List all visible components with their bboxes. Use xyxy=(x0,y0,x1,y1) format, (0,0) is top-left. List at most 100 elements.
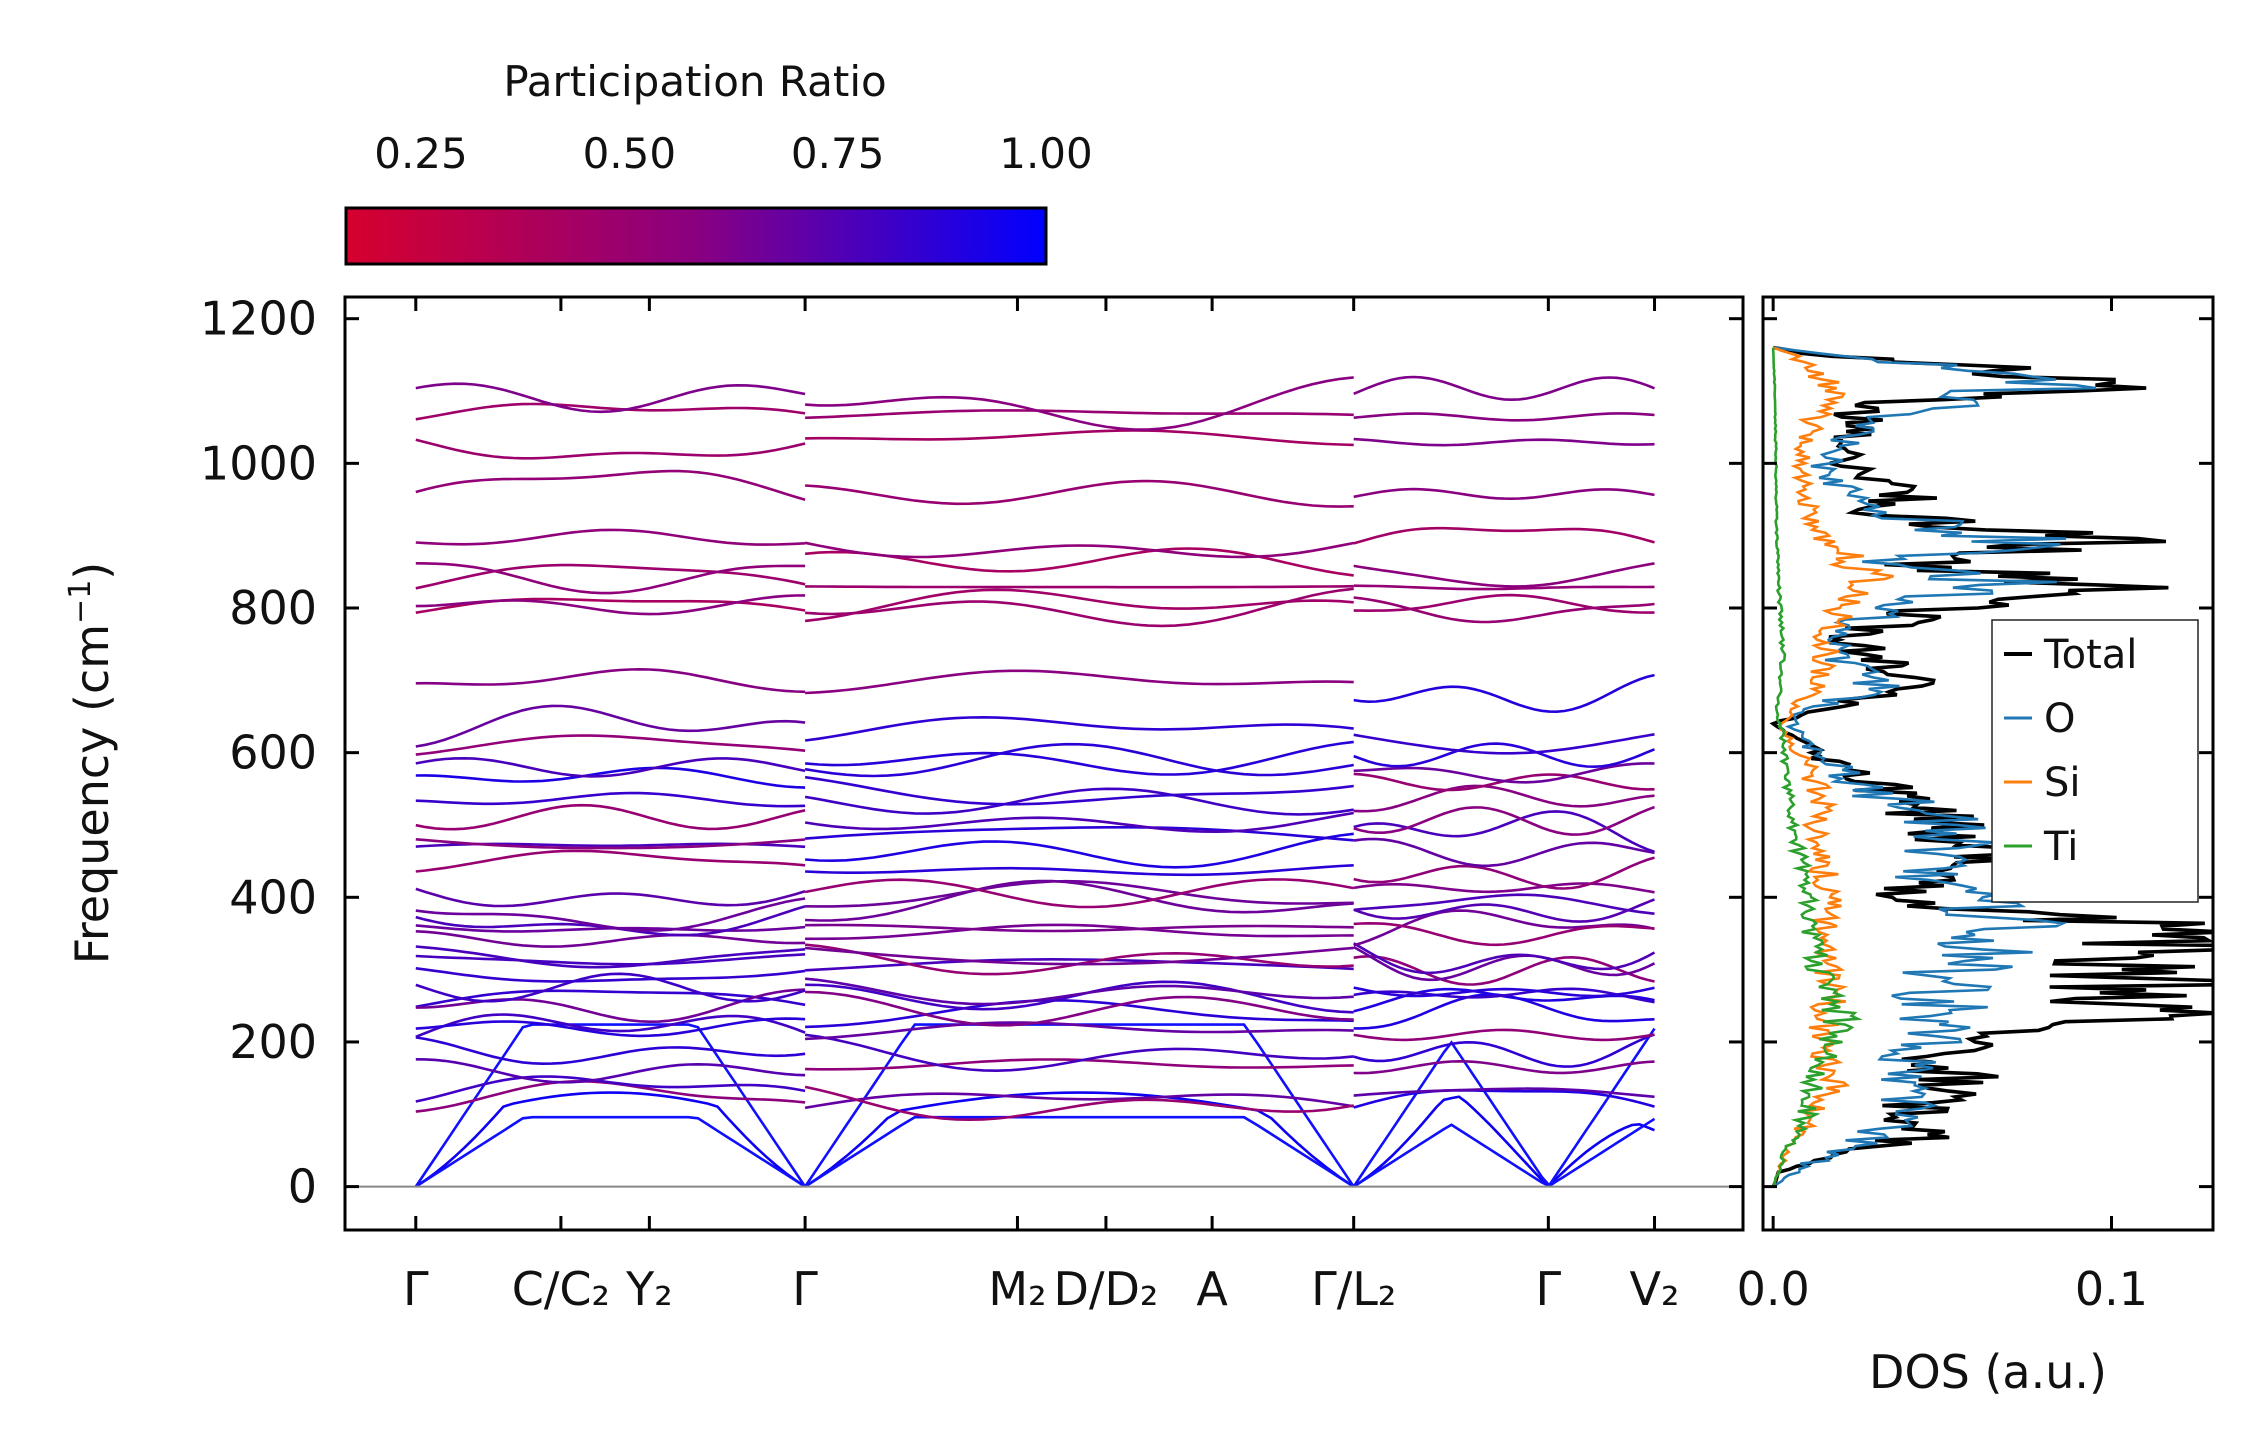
band-axes-frame xyxy=(343,295,1745,1232)
band-line xyxy=(805,669,1354,695)
band-line xyxy=(1353,742,1655,769)
band-line xyxy=(415,1036,806,1066)
band-line xyxy=(415,972,806,1003)
colorbar: Participation Ratio 0.25 0.50 0.75 1.00 xyxy=(344,57,1093,266)
band-line xyxy=(415,756,806,778)
colorbar-tick-label: 0.50 xyxy=(583,129,677,178)
band-y-tick-label: 1000 xyxy=(200,436,317,490)
band-line xyxy=(804,740,1354,776)
dos-curve-si xyxy=(1771,346,1894,1188)
dos-legend: Total O Si Ti xyxy=(1991,619,2199,903)
band-y-tick-label: 0 xyxy=(288,1160,317,1214)
band-line xyxy=(1353,945,1656,982)
band-line xyxy=(804,878,1354,909)
band-line xyxy=(1353,784,1655,813)
band-line xyxy=(415,562,806,595)
band-line xyxy=(1353,1033,1655,1068)
dos-curve-o xyxy=(1772,346,2097,1188)
band-line xyxy=(805,923,1354,941)
band-y-ticks: 0 200 400 600 800 1000 1200 xyxy=(200,292,1743,1214)
dos-legend-label: Ti xyxy=(2043,824,2078,870)
dos-legend-label: Total xyxy=(2043,632,2137,678)
band-line xyxy=(804,946,1354,966)
band-line xyxy=(805,587,1354,628)
kpoint-label: D/D₂ xyxy=(1054,1262,1159,1316)
band-line xyxy=(415,402,806,421)
band-line xyxy=(1353,987,1655,1004)
band-line xyxy=(805,825,1354,842)
colorbar-gradient xyxy=(344,206,1048,266)
band-line xyxy=(1353,882,1655,894)
band-lines xyxy=(414,375,1656,1188)
band-line xyxy=(805,990,1354,1027)
colorbar-label: Participation Ratio xyxy=(503,57,886,106)
band-line xyxy=(804,1085,1354,1122)
band-line xyxy=(804,775,1354,806)
dos-lines xyxy=(1769,345,2213,1188)
dos-x-tick-label: 0.0 xyxy=(1737,1262,1810,1316)
band-line xyxy=(1353,898,1655,923)
acoustic-band-line xyxy=(1352,1027,1656,1188)
band-line xyxy=(415,953,806,966)
band-line xyxy=(1353,954,1655,986)
band-line xyxy=(1353,762,1655,784)
band-line xyxy=(1353,1089,1655,1109)
band-line xyxy=(415,382,806,414)
band-line xyxy=(1353,942,1656,975)
band-line xyxy=(1353,562,1655,588)
kpoint-label: C/C₂ xyxy=(512,1262,610,1316)
dos-legend-label: O xyxy=(2044,696,2075,742)
band-line xyxy=(415,930,806,948)
band-line xyxy=(415,791,806,808)
band-line xyxy=(804,541,1354,559)
kpoint-label: Γ xyxy=(1536,1262,1562,1316)
band-line xyxy=(415,594,806,616)
band-line xyxy=(804,588,1354,623)
band-line xyxy=(1353,837,1655,868)
band-y-tick-label: 400 xyxy=(229,870,317,924)
band-line xyxy=(1353,487,1655,501)
band-y-axis-label: Frequency (cm−1) xyxy=(63,562,119,965)
band-line xyxy=(805,832,1354,869)
band-line xyxy=(804,1092,1354,1110)
band-line xyxy=(415,1091,806,1188)
band-line xyxy=(805,1021,1354,1041)
band-line xyxy=(805,957,1354,972)
band-line xyxy=(1353,986,1655,998)
band-line xyxy=(415,1075,806,1103)
kpoint-label: Y₂ xyxy=(625,1262,673,1316)
band-line xyxy=(1353,584,1655,591)
band-line xyxy=(1353,1087,1655,1099)
band-line xyxy=(415,528,806,546)
kpoint-label: Γ/L₂ xyxy=(1311,1262,1396,1316)
dos-legend-box xyxy=(1991,619,2199,903)
band-line xyxy=(805,409,1354,420)
band-line xyxy=(1353,596,1655,624)
band-line xyxy=(415,838,806,850)
dos-curve-ti xyxy=(1771,347,1863,1188)
dos-x-axis-label: DOS (a.u.) xyxy=(1869,1345,2107,1399)
band-line xyxy=(415,887,806,908)
band-line xyxy=(415,1058,806,1084)
band-line xyxy=(415,734,806,756)
band-line xyxy=(804,811,1354,834)
acoustic-band-line xyxy=(804,1115,1355,1188)
colorbar-tick-label: 0.75 xyxy=(791,129,885,178)
kpoint-label: Γ xyxy=(403,1262,429,1316)
band-line xyxy=(1353,921,1655,947)
band-line xyxy=(415,667,806,694)
band-line xyxy=(415,766,806,789)
band-y-tick-label: 800 xyxy=(229,581,317,635)
dos-x-tick-label: 0.1 xyxy=(2075,1262,2148,1316)
band-line xyxy=(1353,810,1655,854)
band-line xyxy=(415,967,806,983)
band-line xyxy=(805,879,1354,908)
band-line xyxy=(805,879,1354,922)
band-line xyxy=(805,998,1354,1029)
band-line xyxy=(415,563,806,590)
band-y-tick-label: 600 xyxy=(229,726,317,780)
band-line xyxy=(804,787,1354,816)
band-line xyxy=(1353,893,1655,915)
dos-x-ticks: 0.0 0.1 xyxy=(1737,297,2148,1316)
band-line xyxy=(805,479,1354,508)
